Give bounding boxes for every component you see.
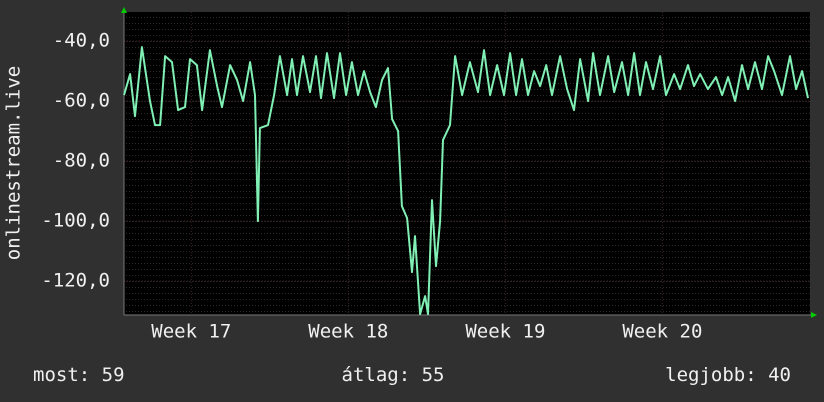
layer: -40,0 -60,0 -80,0 -100,0 -120,0 Week 17 Week 1…	[33, 10, 812, 386]
stat-value: 55	[422, 364, 445, 386]
y-tick-label: -60,0	[53, 90, 110, 112]
y-arrow	[121, 7, 127, 13]
stat-label: legjobb:	[665, 364, 757, 386]
y-tick-label: -40,0	[53, 30, 110, 52]
stat-value: 59	[102, 364, 125, 386]
stat-label: most:	[33, 364, 90, 386]
y-tick-label: -120,0	[41, 270, 110, 292]
stat-value: 40	[768, 364, 791, 386]
stat: legjobb: 40	[665, 364, 791, 386]
stat-label: átlag:	[342, 364, 411, 386]
stat: most: 59	[33, 364, 125, 386]
x-tick-label: Week 20	[622, 321, 702, 343]
x-arrow	[811, 312, 817, 318]
y-tick-label: -100,0	[41, 210, 110, 232]
series-line	[123, 46, 809, 316]
x-tick-label: Week 18	[308, 321, 388, 343]
y-tick-label: -80,0	[53, 150, 110, 172]
y-axis-label: onlinestream.live	[3, 66, 25, 260]
stat: átlag: 55	[342, 364, 445, 386]
x-tick-label: Week 19	[465, 321, 545, 343]
x-tick-label: Week 17	[151, 321, 231, 343]
minor-grid	[124, 12, 810, 315]
